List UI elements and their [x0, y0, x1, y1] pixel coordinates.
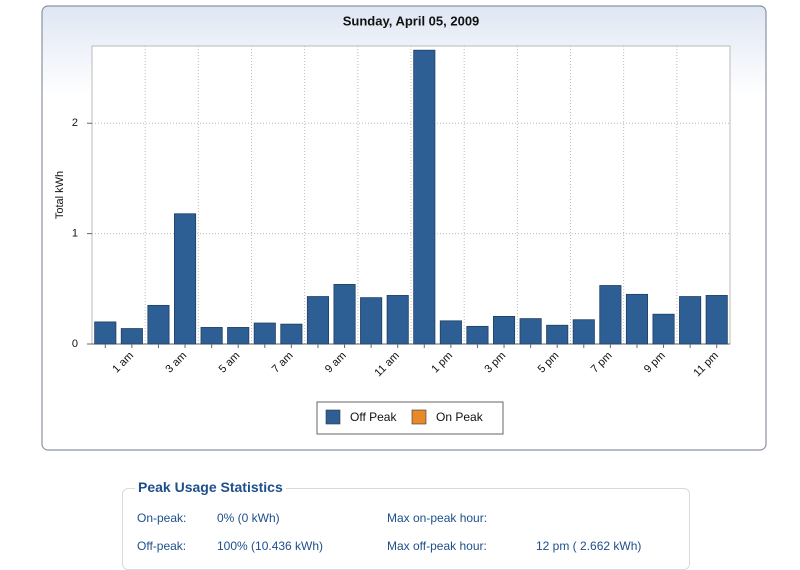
bar [333, 283, 356, 345]
bar [386, 295, 409, 345]
bar [94, 321, 117, 345]
y-axis-label: Total kWh [54, 171, 66, 219]
stats-title: Peak Usage Statistics [135, 479, 286, 495]
legend-swatch [325, 409, 341, 425]
bar [306, 296, 329, 345]
legend-swatch [411, 409, 427, 425]
bar [493, 316, 516, 345]
y-tick-label: 2 [72, 117, 78, 129]
bar [253, 322, 276, 345]
y-tick-label: 0 [72, 338, 78, 350]
stat-max-label: Max off-peak hour: [387, 539, 487, 553]
bar [413, 49, 436, 345]
stat-max-value: 12 pm ( 2.662 kWh) [536, 539, 642, 553]
bar [546, 324, 569, 345]
bar [519, 318, 542, 345]
bar [572, 319, 595, 345]
stats-panel: Peak Usage Statistics On-peak: 0% (0 kWh… [122, 479, 690, 570]
bar [652, 313, 675, 345]
legend [316, 401, 504, 435]
stat-value: 0% (0 kWh) [217, 511, 280, 525]
bar [705, 295, 728, 345]
bar [147, 304, 170, 345]
bar [200, 327, 223, 345]
legend-label: On Peak [436, 410, 484, 424]
legend-label: Off Peak [350, 410, 397, 424]
bar [679, 296, 702, 345]
bar [625, 293, 648, 345]
stat-label: Off-peak: [137, 539, 187, 553]
bar [466, 325, 489, 345]
bar [280, 323, 303, 345]
bar [227, 327, 250, 345]
stat-max-label: Max on-peak hour: [387, 511, 488, 525]
bar [439, 320, 462, 345]
chart-title: Sunday, April 05, 2009 [343, 13, 480, 28]
stat-label: On-peak: [137, 511, 187, 525]
bar [599, 285, 622, 345]
stat-value: 100% (10.436 kWh) [217, 539, 324, 553]
bar [174, 213, 197, 345]
y-tick-label: 1 [72, 228, 78, 240]
bar [120, 328, 143, 345]
bar [360, 297, 383, 345]
